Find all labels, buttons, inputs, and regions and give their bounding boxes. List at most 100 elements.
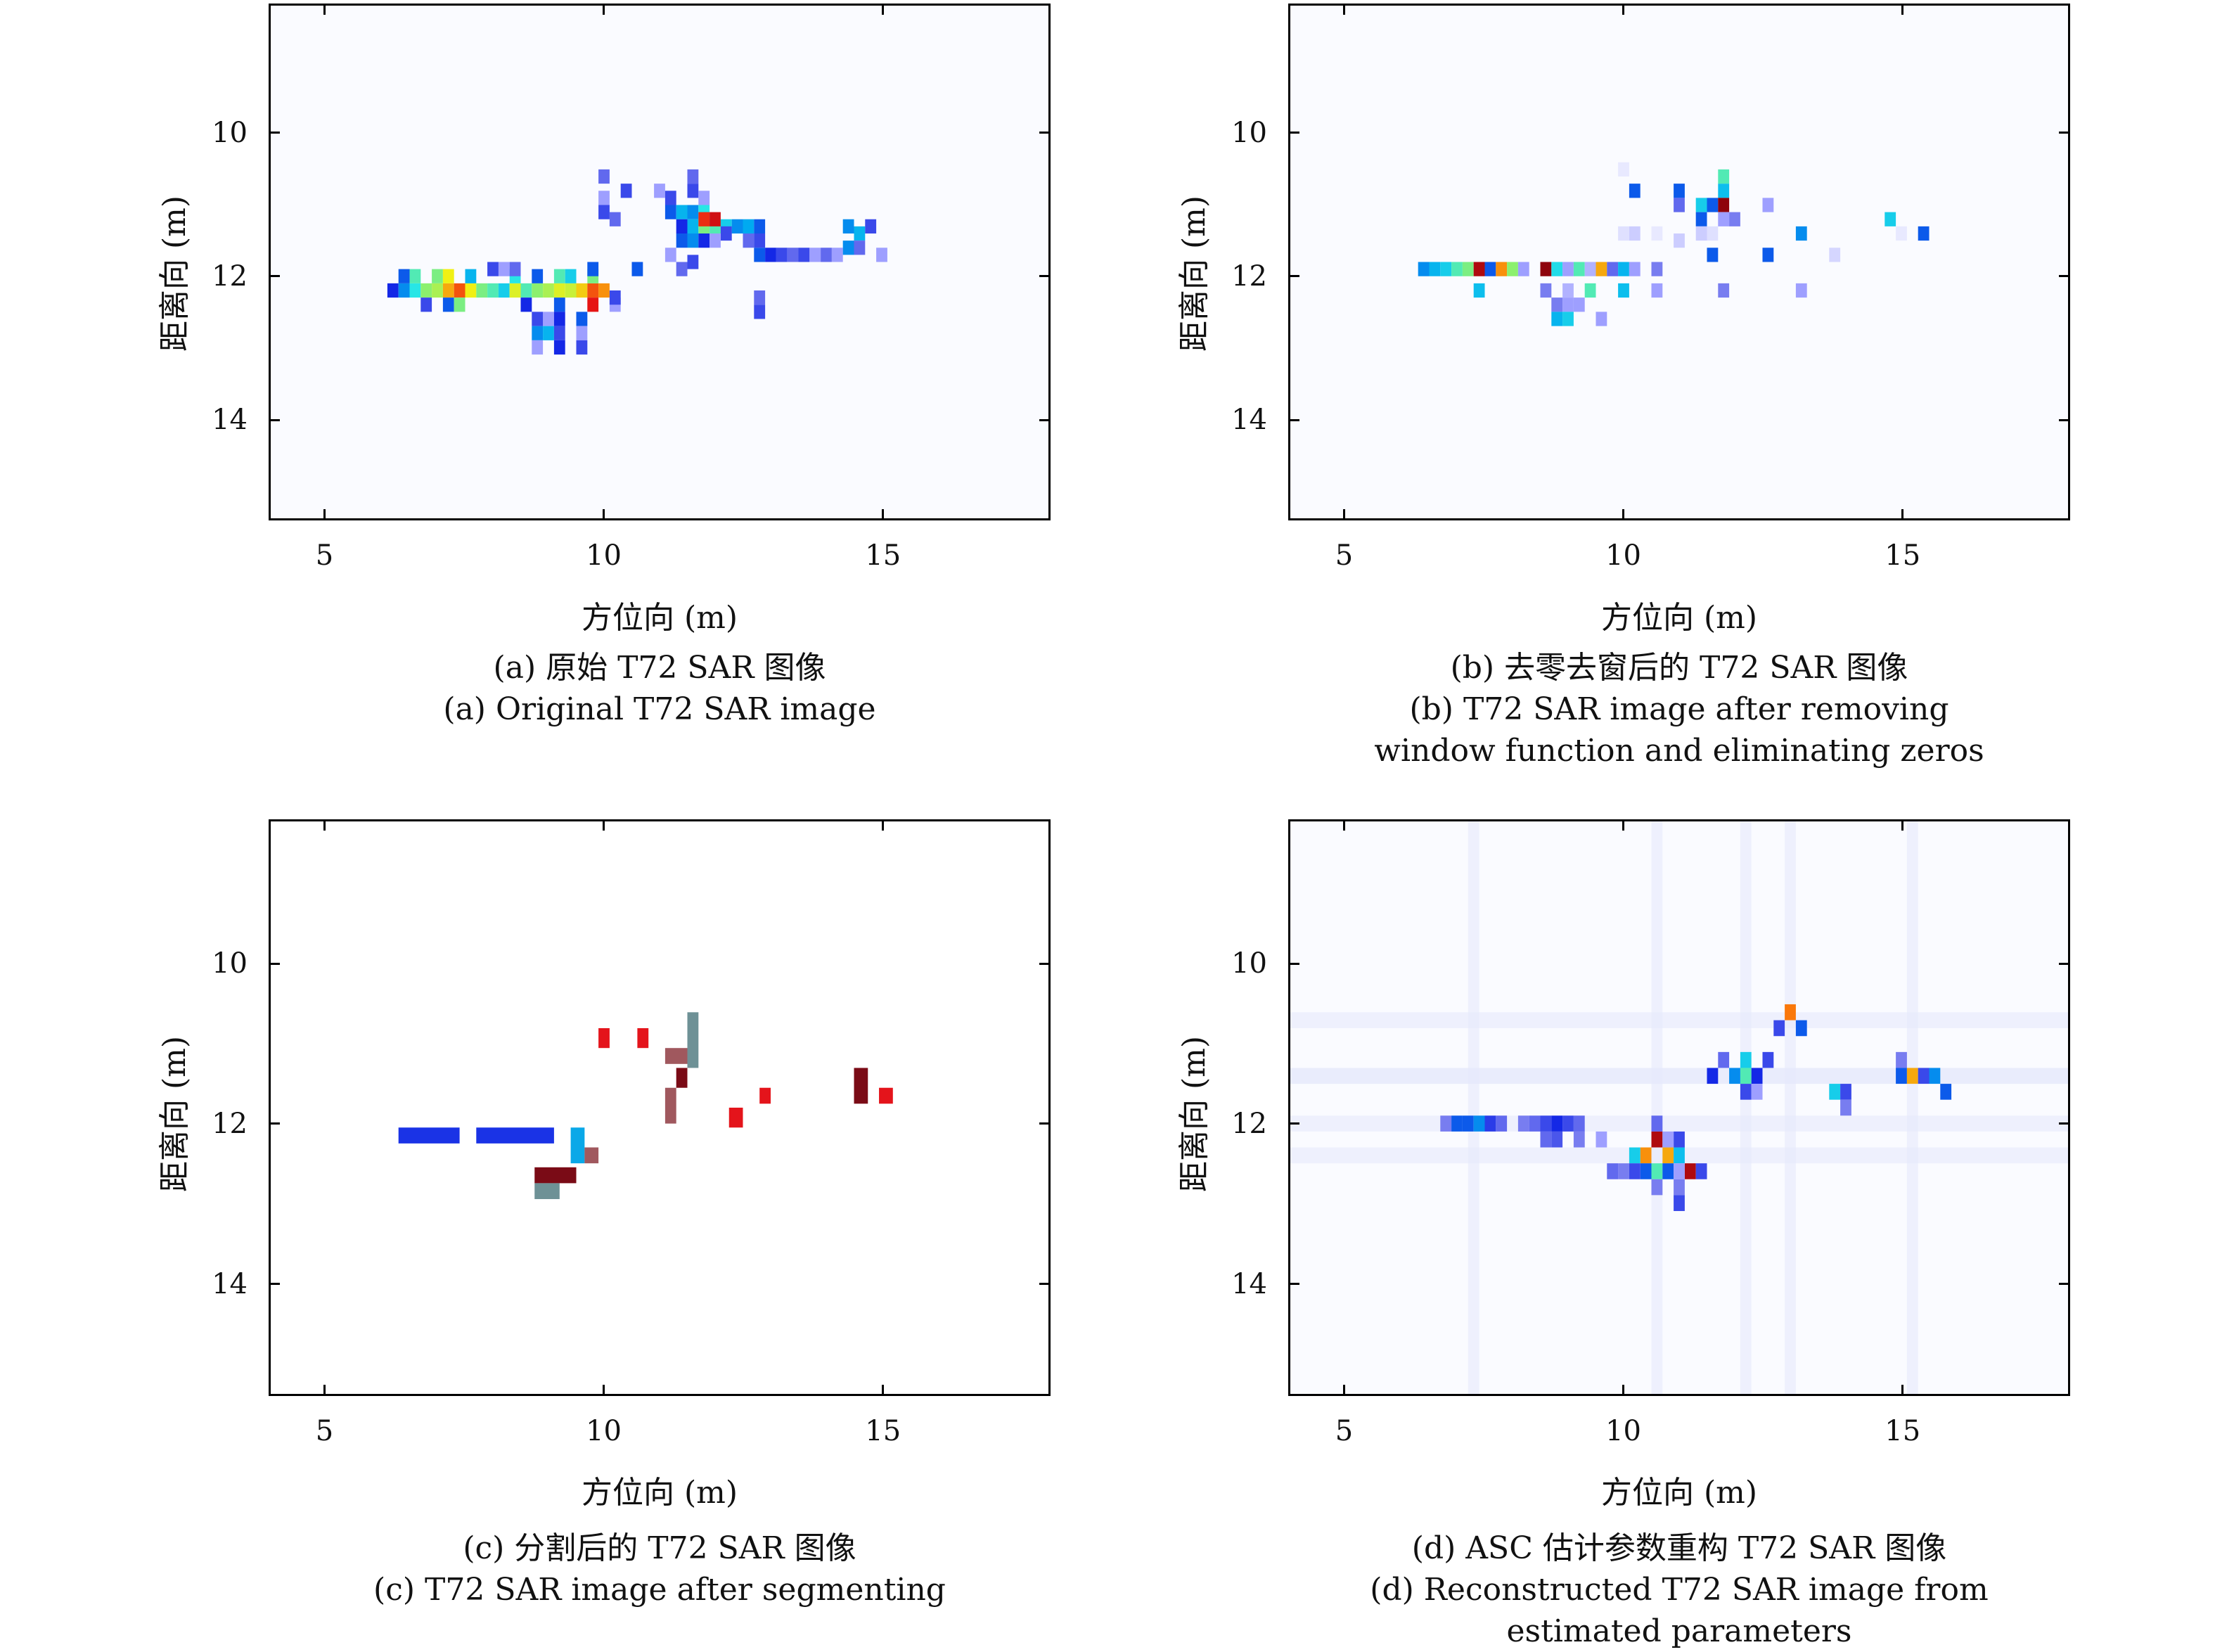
- y-axis-label-c: 距离向 (m): [157, 1035, 193, 1192]
- segment-region-11: [664, 1087, 676, 1124]
- x-axis-label-d: 方位向 (m): [1600, 1475, 1758, 1511]
- heatmap-cell-25: [1651, 283, 1663, 298]
- x-tick-label-0: 5: [315, 539, 334, 572]
- heatmap-cell-77: [754, 219, 766, 233]
- heatmap-cell-19: [598, 283, 610, 298]
- segment-region-15: [879, 1087, 893, 1104]
- heatmap-cell-50: [1695, 226, 1707, 241]
- x-tick-label-1: 10: [1605, 539, 1642, 572]
- heatmap-cell-10: [1540, 262, 1552, 276]
- heatmap-cell-28: [1762, 1051, 1774, 1068]
- heatmap-cell-45: [1484, 1115, 1496, 1132]
- heatmap-cell-51: [1562, 1115, 1574, 1132]
- y-tick-left-0: [269, 132, 280, 134]
- caption-cn-d: (d) ASC 估计参数重构 T72 SAR 图像: [1411, 1530, 1947, 1566]
- y-tick-left-0: [269, 962, 280, 965]
- y-tick-right-1: [2059, 275, 2070, 278]
- heatmap-cell-44: [553, 312, 565, 326]
- heatmap-cell-47: [1517, 1115, 1529, 1132]
- heatmap-cell-34: [520, 297, 532, 312]
- heatmap-cell-0: [1651, 1131, 1663, 1148]
- x-tick-label-1: 10: [1605, 1415, 1642, 1447]
- caption-en-d-line1: (d) Reconstructed T72 SAR image from: [1370, 1572, 1989, 1608]
- heatmap-cell-75: [731, 219, 743, 233]
- y-tick-right-2: [1039, 1283, 1051, 1286]
- heatmap-cell-95: [831, 248, 843, 262]
- x-tick-top-2: [882, 819, 885, 831]
- heatmap-cell-55: [1573, 1131, 1585, 1148]
- x-tick-top-0: [1342, 4, 1345, 15]
- y-tick-label-0: 10: [1231, 947, 1267, 980]
- heatmap-cell-39: [1695, 198, 1707, 212]
- caption-en-b-line1: (b) T72 SAR image after removing: [1409, 691, 1949, 727]
- heatmap-cell-21: [1795, 1020, 1807, 1037]
- segment-region-4: [534, 1167, 577, 1184]
- heatmap-cell-12: [1562, 262, 1574, 276]
- heatmap-cell-46: [532, 312, 544, 326]
- y-tick-right-2: [2059, 1283, 2070, 1286]
- heatmap-cell-26: [1718, 283, 1730, 298]
- heatmap-cell-24: [465, 269, 477, 283]
- y-tick-left-1: [1288, 275, 1299, 278]
- heatmap-cell-3: [1629, 1147, 1641, 1164]
- x-tick-bottom-0: [323, 1385, 326, 1396]
- heatmap-cell-91: [787, 248, 799, 262]
- heatmap-cell-5: [1473, 262, 1485, 276]
- x-tick-top-0: [323, 819, 326, 831]
- heatmap-cell-1: [1640, 1147, 1652, 1164]
- heatmap-cell-8: [476, 283, 488, 298]
- heatmap-cell-17: [576, 283, 588, 298]
- heatmap-cell-46: [1618, 226, 1629, 241]
- heatmap-cell-94: [821, 248, 832, 262]
- y-tick-label-2: 14: [1231, 1267, 1267, 1300]
- heatmap-cell-92: [798, 248, 810, 262]
- heatmap-cell-27: [1795, 283, 1807, 298]
- x-tick-label-2: 15: [1885, 539, 1921, 572]
- heatmap-cell-41: [631, 262, 643, 276]
- plot-area-a: [269, 4, 1051, 520]
- heatmap-cell-47: [532, 326, 544, 340]
- heatmap-cell-76: [743, 219, 755, 233]
- heatmap-cell-14: [1607, 1163, 1619, 1179]
- x-tick-top-1: [1622, 819, 1625, 831]
- heatmap-cell-27: [532, 269, 544, 283]
- heatmap-cell-58: [1918, 226, 1930, 241]
- heatmap-cell-19: [1674, 1195, 1685, 1211]
- x-tick-top-1: [1622, 4, 1625, 15]
- heatmap-cell-90: [776, 248, 788, 262]
- heatmap-cell-18: [1651, 1115, 1663, 1132]
- heatmap-cell-44: [1718, 212, 1730, 226]
- x-tick-bottom-1: [1622, 1385, 1625, 1396]
- heatmap-cell-88: [754, 248, 766, 262]
- y-axis-label-a: 距离向 (m): [157, 195, 193, 352]
- heatmap-cell-43: [1462, 1115, 1474, 1132]
- y-tick-right-2: [2059, 418, 2070, 421]
- heatmap-cell-43: [1695, 212, 1707, 226]
- y-tick-left-1: [1288, 1122, 1299, 1125]
- y-tick-left-1: [269, 275, 280, 278]
- x-tick-bottom-2: [1901, 1385, 1904, 1396]
- segment-region-0: [398, 1127, 460, 1144]
- y-tick-left-2: [1288, 418, 1299, 421]
- heatmap-cell-93: [809, 248, 821, 262]
- x-tick-top-2: [1901, 4, 1904, 15]
- x-tick-top-2: [1901, 819, 1904, 831]
- x-tick-label-0: 5: [315, 1415, 334, 1447]
- heatmap-cell-49: [1540, 1115, 1552, 1132]
- heatmap-cell-23: [1740, 1051, 1752, 1068]
- heatmap-a: [387, 169, 887, 355]
- y-tick-label-2: 14: [212, 1267, 248, 1300]
- heatmap-cell-11: [1551, 262, 1563, 276]
- heatmap-cell-25: [498, 262, 510, 276]
- sidelobe-col-3: [1785, 821, 1796, 1394]
- y-tick-label-1: 12: [1231, 260, 1267, 293]
- heatmap-cell-102: [876, 248, 887, 262]
- heatmap-cell-87: [687, 255, 699, 269]
- caption-b: (b) 去零去窗后的 T72 SAR 图像 (b) T72 SAR image …: [1328, 647, 2031, 771]
- heatmap-cell-100: [865, 219, 877, 233]
- heatmap-cell-28: [1551, 297, 1563, 312]
- heatmap-cell-5: [1651, 1163, 1663, 1179]
- y-tick-right-1: [1039, 1122, 1051, 1125]
- y-tick-label-1: 12: [1231, 1107, 1267, 1140]
- heatmap-cell-50: [576, 326, 588, 340]
